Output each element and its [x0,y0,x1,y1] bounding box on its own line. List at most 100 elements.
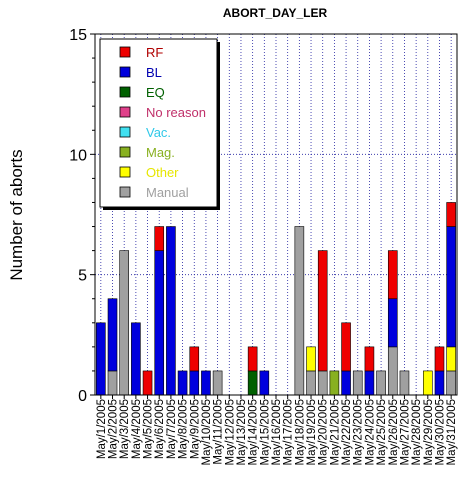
bar-segment [317,250,328,372]
bar-segment [364,346,375,372]
bar-segment [434,370,445,396]
bar-segment [446,346,456,372]
bar-segment [341,370,351,396]
x-tick-label: May/31/2005 [446,399,458,466]
bar-segment [399,370,410,396]
legend-swatch [119,106,131,118]
bar-segment [107,370,118,396]
legend-swatch [119,86,131,98]
x-tick-label: May/21/2005 [329,399,341,466]
x-tick-label: May/28/2005 [411,399,423,466]
bar-segment [341,322,351,372]
bar-segment [247,346,258,372]
bar-segment [247,370,258,396]
bar-segment [201,370,211,396]
x-tick-label: May/4/2005 [131,399,143,459]
bar-segment [154,250,165,396]
bar-segment [446,370,456,396]
bar-segment [387,250,398,300]
legend-swatch [119,166,131,178]
bar-segment [329,370,340,396]
x-tick-label: May/7/2005 [166,399,178,459]
bar-segment [119,250,129,396]
y-tick-label: 10 [69,147,87,164]
chart-title: ABORT_DAY_LER [223,6,328,20]
x-tick-label: May/18/2005 [294,399,306,466]
bar-segment [177,370,188,396]
bar-segment [142,370,153,396]
y-tick-label: 5 [78,268,87,285]
bar-segment [212,370,223,396]
bar-segment [306,346,316,372]
x-tick-label: May/12/2005 [224,399,236,466]
legend-label: No reason [146,105,206,120]
bar-segment [189,370,200,396]
bar-segment [352,370,363,396]
bar-segment [294,226,305,396]
legend-box [99,38,218,208]
legend-label: Manual [146,185,189,200]
x-tick-label: May/27/2005 [399,399,411,466]
bar-segment [376,370,386,396]
bar-segment [154,226,165,251]
x-tick-label: May/24/2005 [364,399,376,466]
legend-label: Other [146,165,179,180]
y-tick-label: 0 [78,388,87,405]
x-tick-label: May/25/2005 [376,399,388,466]
x-tick-label: May/6/2005 [154,399,166,459]
bar-segment [317,370,328,396]
x-tick-label: May/8/2005 [178,399,190,459]
x-tick-label: May/26/2005 [388,399,400,466]
bar-segment [306,370,316,396]
x-tick-label: May/19/2005 [306,399,318,466]
bar-segment [446,226,456,348]
bar-segment [387,346,398,396]
x-tick-label: May/20/2005 [318,399,330,466]
y-tick-label: 15 [69,27,87,44]
x-tick-label: May/16/2005 [271,399,283,466]
bar-segment [131,322,141,396]
legend-swatch [119,186,131,198]
x-tick-label: May/1/2005 [96,399,108,459]
bar-segment [364,370,375,396]
legend: RF BL EQ No reason Vac. Mag. Other Manual [99,38,220,210]
bar-segment [259,370,270,396]
bar-layer [96,202,456,396]
bar-segment [96,322,106,396]
legend-swatch [119,66,131,78]
x-tick-label: May/30/2005 [434,399,446,466]
x-tick-label: May/11/2005 [213,399,225,465]
x-tick-label: May/13/2005 [236,399,248,466]
legend-label: RF [146,45,163,60]
legend-label: Vac. [146,125,171,140]
bar-segment [434,346,445,372]
x-tick-label: May/14/2005 [248,399,260,466]
bar-segment [423,370,433,396]
x-tick-label: May/10/2005 [201,399,213,466]
x-tick-label: May/15/2005 [259,399,271,466]
legend-swatch [119,146,131,158]
x-tick-label: May/17/2005 [283,399,295,466]
x-tick-label: May/23/2005 [353,399,365,466]
legend-label: EQ [146,85,165,100]
y-axis-label: Number of aborts [7,149,26,280]
bar-segment [387,298,398,348]
legend-swatch [119,126,131,138]
x-tick-label: May/2/2005 [108,399,120,459]
x-tick-label: May/5/2005 [143,399,155,459]
x-tick-label: May/3/2005 [119,399,131,459]
legend-label: BL [146,65,162,80]
x-tick-label: May/9/2005 [189,399,201,459]
legend-label: Mag. [146,145,175,160]
bar-segment [107,298,118,372]
x-tick-label: May/22/2005 [341,399,353,466]
bar-segment [189,346,200,372]
bar-segment [446,202,456,227]
x-tick-label: May/29/2005 [423,399,435,466]
legend-swatch [119,46,131,58]
bar-segment [166,226,176,396]
